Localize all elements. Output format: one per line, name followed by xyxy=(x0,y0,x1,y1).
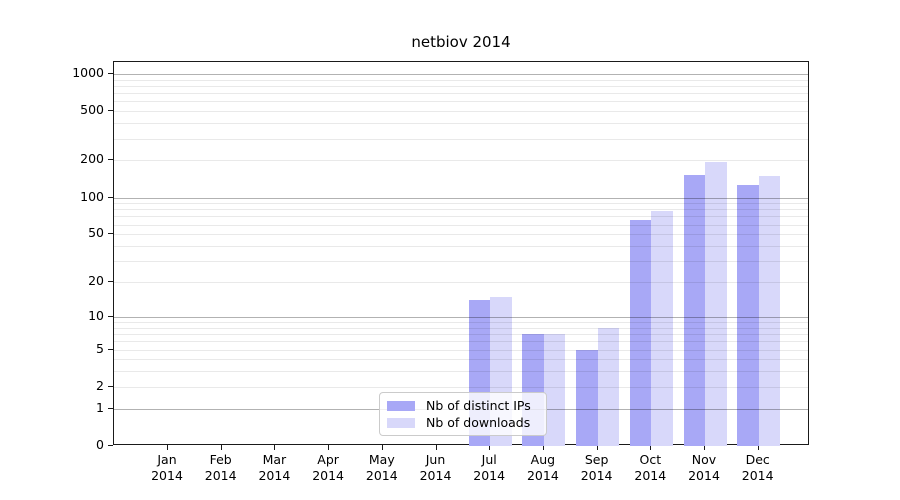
y-tick-label-50: 50 xyxy=(88,225,104,241)
x-tick-label-jul: Jul 2014 xyxy=(457,452,521,484)
x-tick-label-mar: Mar 2014 xyxy=(242,452,306,484)
x-tick-month: Jan xyxy=(157,452,177,467)
x-tick-jan xyxy=(167,445,168,450)
x-tick-month: Sep xyxy=(584,452,609,467)
legend-label-distinct-ips: Nb of distinct IPs xyxy=(426,398,531,413)
x-tick-aug xyxy=(542,445,544,450)
legend-label-downloads: Nb of downloads xyxy=(426,415,531,430)
x-tick-oct xyxy=(650,445,652,450)
y-tick-label-1000: 1000 xyxy=(72,65,104,80)
x-tick-nov xyxy=(704,445,705,450)
y-tick-label-10: 10 xyxy=(88,307,104,323)
x-tick-dec xyxy=(757,445,759,450)
y-tick-label-1: 1 xyxy=(96,399,104,415)
x-tick-year: 2014 xyxy=(688,468,720,483)
bar-downloads-aug xyxy=(543,334,566,446)
legend-swatch-distinct-ips xyxy=(387,400,415,411)
legend-swatch-downloads xyxy=(387,417,415,428)
bar-downloads-sep xyxy=(597,327,620,446)
x-tick-year: 2014 xyxy=(365,468,398,483)
x-tick-year: 2014 xyxy=(204,468,237,483)
bar-distinct-ips-sep xyxy=(576,349,598,446)
x-tick-month: Aug xyxy=(530,452,556,467)
y-tick-label-100: 100 xyxy=(80,188,104,204)
y-tick-500 xyxy=(108,110,113,112)
x-tick-month: Apr xyxy=(317,452,339,467)
bars-layer xyxy=(114,62,808,446)
legend: Nb of distinct IPs Nb of downloads xyxy=(379,392,547,436)
x-tick-label-apr: Apr 2014 xyxy=(296,452,360,484)
x-tick-mar xyxy=(274,445,276,450)
y-tick-5 xyxy=(108,348,113,350)
x-tick-label-aug: Aug 2014 xyxy=(511,452,575,484)
x-tick-month: Mar xyxy=(262,452,287,467)
y-tick-20 xyxy=(108,281,113,283)
y-tick-1 xyxy=(108,407,113,409)
y-tick-1000 xyxy=(108,73,113,74)
x-tick-year: 2014 xyxy=(741,468,774,483)
y-tick-label-20: 20 xyxy=(88,273,104,289)
x-tick-month: Dec xyxy=(745,452,770,467)
legend-item-downloads: Nb of downloads xyxy=(387,415,538,430)
bar-downloads-oct xyxy=(651,210,673,446)
y-tick-label-200: 200 xyxy=(80,151,104,167)
x-tick-month: May xyxy=(368,452,395,467)
x-tick-year: 2014 xyxy=(526,468,559,483)
y-tick-label-500: 500 xyxy=(80,102,104,118)
y-tick-label-5: 5 xyxy=(96,340,104,356)
y-tick-0 xyxy=(108,445,113,446)
x-tick-year: 2014 xyxy=(312,468,344,483)
x-tick-jul xyxy=(489,445,491,450)
bar-distinct-ips-oct xyxy=(629,220,652,446)
x-tick-label-jun: Jun 2014 xyxy=(404,452,468,484)
x-tick-month: Oct xyxy=(639,452,662,467)
x-tick-year: 2014 xyxy=(580,468,613,483)
y-tick-10 xyxy=(108,315,113,317)
x-tick-year: 2014 xyxy=(634,468,667,483)
x-tick-label-jan: Jan 2014 xyxy=(135,452,199,484)
legend-item-distinct-ips: Nb of distinct IPs xyxy=(387,398,538,413)
x-tick-label-may: May 2014 xyxy=(350,452,414,484)
y-tick-50 xyxy=(108,233,113,235)
x-tick-year: 2014 xyxy=(419,468,452,483)
x-tick-month: Feb xyxy=(209,452,232,467)
y-tick-100 xyxy=(108,196,113,198)
x-tick-jun xyxy=(435,445,437,450)
x-tick-label-feb: Feb 2014 xyxy=(189,452,253,484)
x-tick-label-dec: Dec 2014 xyxy=(726,452,790,484)
bar-downloads-nov xyxy=(705,162,727,446)
x-tick-sep xyxy=(596,445,598,450)
x-tick-month: Jul xyxy=(481,452,497,467)
x-tick-label-nov: Nov 2014 xyxy=(672,452,736,484)
y-tick-label-0: 0 xyxy=(96,437,104,452)
x-tick-month: Nov xyxy=(691,452,717,467)
bar-distinct-ips-nov xyxy=(683,175,705,446)
y-tick-200 xyxy=(108,159,113,161)
x-tick-label-oct: Oct 2014 xyxy=(618,452,682,484)
x-tick-year: 2014 xyxy=(151,468,183,483)
x-tick-year: 2014 xyxy=(258,468,291,483)
y-tick-label-2: 2 xyxy=(96,377,104,393)
x-tick-apr xyxy=(328,445,330,450)
x-tick-label-sep: Sep 2014 xyxy=(565,452,629,484)
bar-distinct-ips-dec xyxy=(737,185,759,446)
x-tick-year: 2014 xyxy=(473,468,506,483)
plot-area: Nb of distinct IPs Nb of downloads xyxy=(113,61,809,446)
y-tick-2 xyxy=(108,385,113,387)
x-tick-month: Jun xyxy=(425,452,446,467)
x-tick-may xyxy=(381,445,383,450)
bar-downloads-dec xyxy=(758,175,781,446)
chart-title: netbiov 2014 xyxy=(411,33,511,51)
x-tick-feb xyxy=(220,445,222,450)
